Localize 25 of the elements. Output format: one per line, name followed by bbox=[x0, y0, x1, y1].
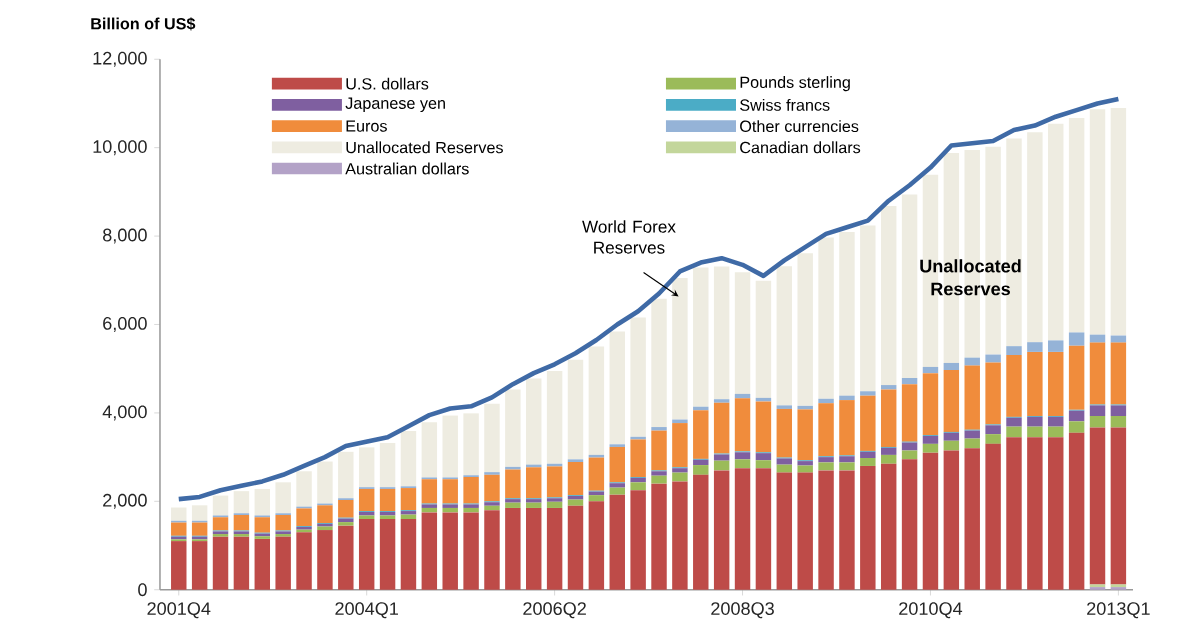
legend-label: Other currencies bbox=[740, 120, 859, 133]
series-label: World Forex Reserves bbox=[582, 220, 676, 254]
x-tick-label: 2004Q1 bbox=[335, 602, 398, 619]
x-tick-label: 2013Q1 bbox=[1087, 602, 1150, 619]
y-tick-label: 2,000 bbox=[103, 493, 147, 509]
y-tick-label: 6,000 bbox=[103, 317, 147, 332]
legend-label: Unallocated Reserves bbox=[346, 141, 503, 154]
y-axis-title: Billion of US$ bbox=[91, 17, 196, 31]
x-tick-label: 2006Q2 bbox=[523, 602, 586, 619]
legend-label: Swiss francs bbox=[740, 98, 830, 111]
legend-label: Canadian dollars bbox=[740, 141, 861, 154]
annotation: Unallocated Reserves bbox=[920, 259, 1021, 296]
legend-label: Australian dollars bbox=[345, 162, 469, 175]
y-tick-label: 12,000 bbox=[93, 51, 147, 67]
legend-label: U.S. dollars bbox=[346, 77, 429, 90]
x-tick-label: 2010Q4 bbox=[899, 602, 963, 619]
y-tick-label: 4,000 bbox=[102, 405, 147, 421]
legend-label: Japanese yen bbox=[345, 97, 445, 113]
legend-label: Pounds sterling bbox=[740, 76, 850, 92]
x-tick-label: 2001Q4 bbox=[147, 602, 211, 619]
y-tick-label: 8,000 bbox=[103, 228, 147, 244]
legend-label: Euros bbox=[346, 120, 387, 132]
x-tick-label: 2008Q3 bbox=[711, 602, 774, 619]
y-tick-label: 10,000 bbox=[93, 140, 147, 156]
y-tick-label: 0 bbox=[138, 583, 147, 597]
